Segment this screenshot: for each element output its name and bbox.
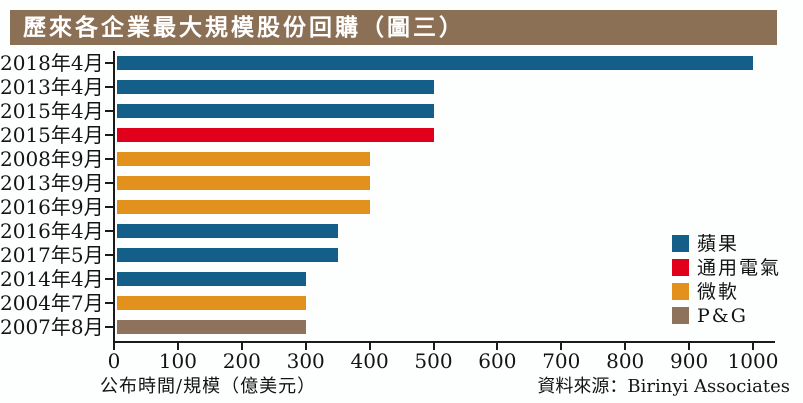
x-tick-label: 200: [222, 349, 261, 373]
x-tick-mark: [560, 341, 563, 350]
x-tick-label: 1000: [727, 349, 779, 373]
bar-2017年5月-蘋果: [117, 247, 338, 262]
bar-2013年9月-微軟: [117, 175, 370, 190]
x-tick-label: 0: [107, 349, 121, 373]
x-tick-mark: [176, 341, 179, 350]
x-tick-label: 500: [414, 349, 453, 373]
x-tick-mark: [496, 341, 499, 350]
legend-label: 微軟: [697, 281, 740, 303]
category-label: 2016年4月: [0, 218, 104, 243]
category-label: 2015年4月: [0, 98, 104, 123]
legend-swatch-icon: [672, 283, 689, 300]
x-tick-mark: [113, 341, 115, 350]
category-tick-mark: [105, 133, 114, 136]
x-tick-label: 900: [670, 349, 709, 373]
category-label: 2007年8月: [0, 314, 104, 339]
category-tick-mark: [105, 205, 114, 208]
category-label: 2004年7月: [0, 290, 104, 315]
category-tick-mark: [105, 109, 114, 112]
source-credit: 資料來源：Birinyi Associates: [537, 376, 790, 397]
category-tick-mark: [105, 253, 114, 256]
category-label: 2015年4月: [0, 122, 104, 147]
bar-2018年4月-蘋果: [117, 55, 753, 70]
chart-title: 歷來各企業最大規模股份回購（圖三）: [23, 14, 465, 41]
x-tick-mark: [688, 341, 691, 350]
bar-2007年8月-P&G: [117, 319, 306, 334]
legend-label: P&G: [697, 305, 748, 327]
category-label: 2018年4月: [0, 50, 104, 75]
legend-swatch-icon: [672, 307, 689, 324]
x-axis-label: 公布時間/規模（億美元）: [100, 376, 317, 397]
category-tick-mark: [105, 181, 114, 184]
category-tick-mark: [105, 229, 114, 232]
x-tick-label: 300: [286, 349, 325, 373]
x-tick-mark: [432, 341, 435, 350]
bar-2015年4月-通用電氣: [117, 127, 434, 142]
category-label: 2013年9月: [0, 170, 104, 195]
x-tick-label: 100: [158, 349, 197, 373]
bar-2004年7月-微軟: [117, 295, 306, 310]
x-tick-mark: [368, 341, 371, 350]
legend-label: 通用電氣: [697, 257, 782, 279]
x-tick-mark: [304, 341, 307, 350]
category-label: 2008年9月: [0, 146, 104, 171]
category-tick-mark: [105, 277, 114, 280]
chart-title-bar: 歷來各企業最大規模股份回購（圖三）: [10, 10, 777, 45]
y-axis-line: [113, 51, 115, 343]
category-tick-mark: [105, 85, 114, 88]
category-label: 2017年5月: [0, 242, 104, 267]
category-tick-mark: [105, 325, 114, 328]
x-tick-mark: [240, 341, 243, 350]
x-tick-label: 800: [606, 349, 645, 373]
legend-swatch-icon: [672, 235, 689, 252]
legend-label: 蘋果: [697, 233, 740, 255]
bar-2016年9月-微軟: [117, 199, 370, 214]
bar-2014年4月-蘋果: [117, 271, 306, 286]
bar-2008年9月-微軟: [117, 151, 370, 166]
x-axis-line: [113, 341, 775, 343]
category-tick-mark: [105, 61, 114, 64]
x-tick-label: 700: [542, 349, 581, 373]
bar-2015年4月-蘋果: [117, 103, 434, 118]
x-tick-label: 400: [350, 349, 389, 373]
category-tick-mark: [105, 157, 114, 160]
bar-2013年4月-蘋果: [117, 79, 434, 94]
bar-2016年4月-蘋果: [117, 223, 338, 238]
category-label: 2014年4月: [0, 266, 104, 291]
x-tick-label: 600: [478, 349, 517, 373]
x-tick-mark: [752, 341, 754, 350]
category-tick-mark: [105, 301, 114, 304]
x-tick-mark: [624, 341, 627, 350]
legend-swatch-icon: [672, 259, 689, 276]
category-label: 2016年9月: [0, 194, 104, 219]
category-label: 2013年4月: [0, 74, 104, 99]
